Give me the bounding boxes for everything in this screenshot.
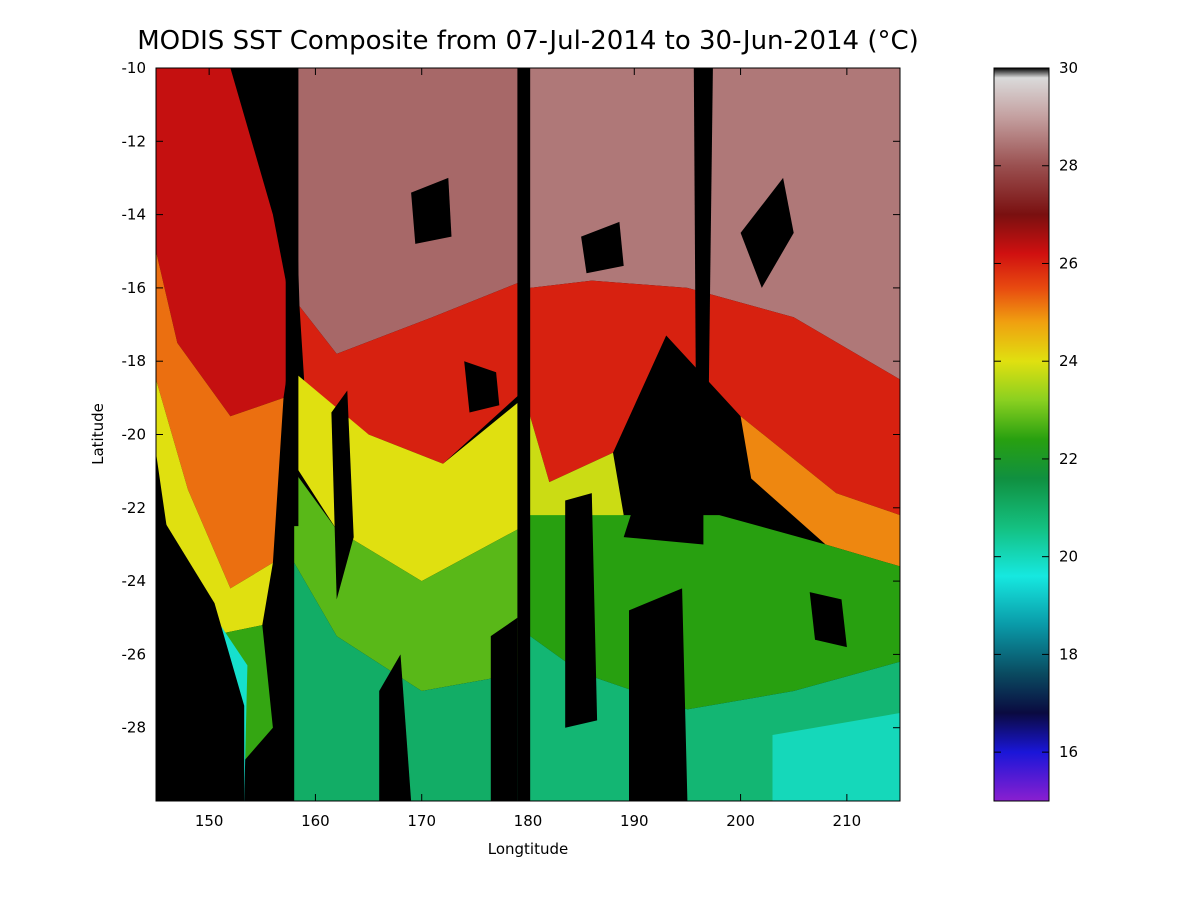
y-tick-label: -24 [122,572,147,590]
region-yellow-east [530,416,624,538]
gap-cloud-184 [565,493,598,728]
gap-cloud-208 [809,592,847,648]
gap-cloud-162 [331,390,354,600]
colorbar-tick-label: 26 [1059,254,1078,272]
x-tick-label: 150 [195,812,224,830]
y-tick-label: -14 [122,206,147,224]
region-green-east [530,515,900,710]
region-warm-tropics-east [530,68,900,380]
gap-swath-157 [285,68,299,527]
x-tick-label: 170 [407,812,436,830]
colorbar-tick-label: 16 [1059,743,1078,761]
y-tick-label: -20 [122,426,147,444]
gap-cloud-168 [379,654,412,801]
gap-cloud-192 [623,368,704,545]
x-tick-label: 160 [301,812,330,830]
region-red-band-east [530,280,900,516]
colorbar-frame [993,67,1050,802]
x-axis: 150 160 170 180 190 200 210 [195,68,861,830]
gap-cloud-175 [464,361,500,413]
colorbar-tick-label: 30 [1059,59,1078,77]
region-orange-east [740,416,900,567]
colorbar-tick-label: 24 [1059,352,1078,370]
cloud-gaps [156,68,847,801]
colorbar-fill [994,68,1049,801]
y-tick-label: -16 [122,279,147,297]
y-tick-label: -10 [122,59,147,77]
colorbar-tick-label: 20 [1059,548,1078,566]
y-tick-label: -22 [122,499,147,517]
y-tick-label: -28 [122,719,147,737]
region-cyan-south-east [772,713,900,801]
region-green-mid [294,471,524,691]
colorbar: 16 18 20 22 24 26 28 30 [993,59,1078,802]
colorbar-tick-label: 22 [1059,450,1078,468]
x-tick-label: 210 [833,812,862,830]
colorbar-ticks: 16 18 20 22 24 26 28 30 [994,59,1078,761]
gap-western [156,507,245,801]
y-axis-label: Latitude [89,403,107,465]
x-tick-label: 200 [726,812,755,830]
x-tick-label: 180 [514,812,543,830]
colorbar-tick-label: 18 [1059,645,1078,663]
gap-cloud-204 [740,177,794,288]
gap-cloud-192-south [629,588,688,801]
region-red-band-west [156,68,295,417]
x-axis-label: Longtitude [488,840,569,858]
region-teal-south-west [294,562,524,801]
region-red-band-mid [299,280,524,464]
y-axis: -10 -12 -14 -16 -18 -20 -22 -24 -26 -28 [122,59,900,737]
region-warm-tropics-west [292,68,524,354]
x-tick-label: 190 [620,812,649,830]
y-tick-label: -12 [122,132,147,150]
colorbar-tick-label: 28 [1059,157,1078,175]
chart-title: MODIS SST Composite from 07-Jul-2014 to … [137,26,919,56]
gap-cloud-176 [490,617,518,801]
region-orange-coastal [156,251,284,589]
y-tick-label: -18 [122,352,147,370]
gap-cloud-188 [581,221,624,274]
y-tick-label: -26 [122,645,147,663]
gap-swath-196 [693,68,713,398]
gap-swath-179 [517,68,531,801]
gap-cloud-171 [411,177,452,244]
